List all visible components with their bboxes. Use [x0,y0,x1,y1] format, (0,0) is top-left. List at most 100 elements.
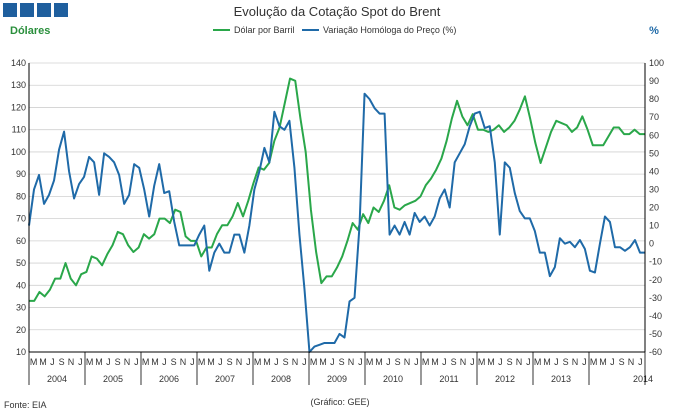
left-tick-label: 130 [11,80,26,90]
series-lines [28,77,645,353]
series-line-price [29,77,645,302]
left-tick-label: 70 [16,214,26,224]
month-tick-label: J [162,357,167,367]
year-label: 2009 [327,374,347,384]
month-tick-label: J [302,357,307,367]
month-tick-label: J [470,357,475,367]
month-tick-label: M [254,357,262,367]
chart-title: Evolução da Cotação Spot do Brent [234,4,441,19]
year-label: 2006 [159,374,179,384]
month-tick-label: J [358,357,363,367]
month-tick-label: J [246,357,251,367]
right-tick-label: 10 [649,221,659,231]
left-axis-label: Dólares [10,25,50,37]
left-tick-label: 50 [16,258,26,268]
month-tick-label: S [451,357,457,367]
left-tick-label: 30 [16,303,26,313]
logo-icon [3,3,68,17]
legend-label-price: Dólar por Barril [234,25,295,35]
year-label: 2005 [103,374,123,384]
month-tick-label: N [348,357,355,367]
year-label: 2011 [439,374,458,384]
left-axis-ticks: 10 20 30 40 50 60 70 80 90 100 110 120 130 140 [11,58,26,357]
month-tick-label: J [50,357,55,367]
month-tick-label: J [498,357,503,367]
month-tick-label: J [414,357,419,367]
right-tick-label: 100 [649,58,664,68]
logo-square-2 [20,3,34,17]
month-tick-label: N [516,357,523,367]
right-tick-label: 30 [649,184,659,194]
month-tick-label: N [236,357,243,367]
right-tick-label: 60 [649,130,659,140]
left-tick-label: 90 [16,169,26,179]
left-tick-label: 60 [16,236,26,246]
right-tick-label: -10 [649,257,662,267]
right-tick-label: 50 [649,148,659,158]
right-axis-ticks: -60 -50 -40 -30 -20 -10 0 10 20 30 40 50 60 70 80 90 100 [649,58,664,357]
month-tick-label: J [526,357,531,367]
year-label: 2010 [383,374,403,384]
month-tick-label: N [404,357,411,367]
month-tick-label: M [543,357,551,367]
month-tick-label: S [619,357,625,367]
right-tick-label: 70 [649,112,659,122]
month-tick-label: M [478,357,486,367]
month-tick-label: J [218,357,223,367]
legend-label-variation: Variação Homóloga do Preço (%) [323,25,456,35]
right-tick-label: 90 [649,76,659,86]
left-tick-label: 10 [16,347,26,357]
month-tick-label: M [590,357,598,367]
month-tick-label: N [292,357,299,367]
right-tick-label: -50 [649,329,662,339]
month-tick-label: S [227,357,233,367]
month-tick-label: M [534,357,542,367]
month-tick-label: M [142,357,150,367]
month-tick-label: J [554,357,559,367]
source-note: Fonte: EIA [4,400,47,410]
right-tick-label: 40 [649,166,659,176]
month-tick-label: J [610,357,615,367]
month-tick-label: S [563,357,569,367]
month-tick-label: M [39,357,47,367]
left-tick-label: 40 [16,280,26,290]
month-tick-label: J [78,357,83,367]
month-tick-label: N [124,357,131,367]
month-tick-label: M [198,357,206,367]
month-tick-label: S [115,357,121,367]
month-tick-label: J [386,357,391,367]
right-tick-label: 20 [649,203,659,213]
month-tick-label: M [263,357,271,367]
month-tick-label: M [422,357,430,367]
logo-square-3 [37,3,51,17]
month-tick-label: M [366,357,374,367]
month-tick-label: J [190,357,195,367]
right-axis-label: % [649,25,659,37]
logo-square-1 [3,3,17,17]
month-tick-label: M [431,357,439,367]
month-tick-label: M [86,357,94,367]
month-tick-label: M [319,357,327,367]
legend: Dólar por Barril Variação Homóloga do Pr… [213,25,456,35]
month-tick-label: N [572,357,579,367]
gridlines [29,62,645,353]
series-line-variation [28,92,645,353]
year-label: 2004 [47,374,67,384]
left-tick-label: 140 [11,58,26,68]
left-tick-label: 110 [12,125,26,135]
month-tick-label: M [375,357,383,367]
right-tick-label: 0 [649,239,654,249]
month-tick-label: N [180,357,187,367]
month-tick-label: M [487,357,495,367]
right-tick-label: 80 [649,94,659,104]
month-tick-label: J [134,357,139,367]
month-tick-label: S [395,357,401,367]
month-tick-label: J [106,357,111,367]
left-tick-label: 80 [16,191,26,201]
month-tick-label: S [283,357,289,367]
month-tick-label: J [638,357,643,367]
credit-note: (Gráfico: GEE) [310,397,369,407]
month-tick-label: M [599,357,607,367]
